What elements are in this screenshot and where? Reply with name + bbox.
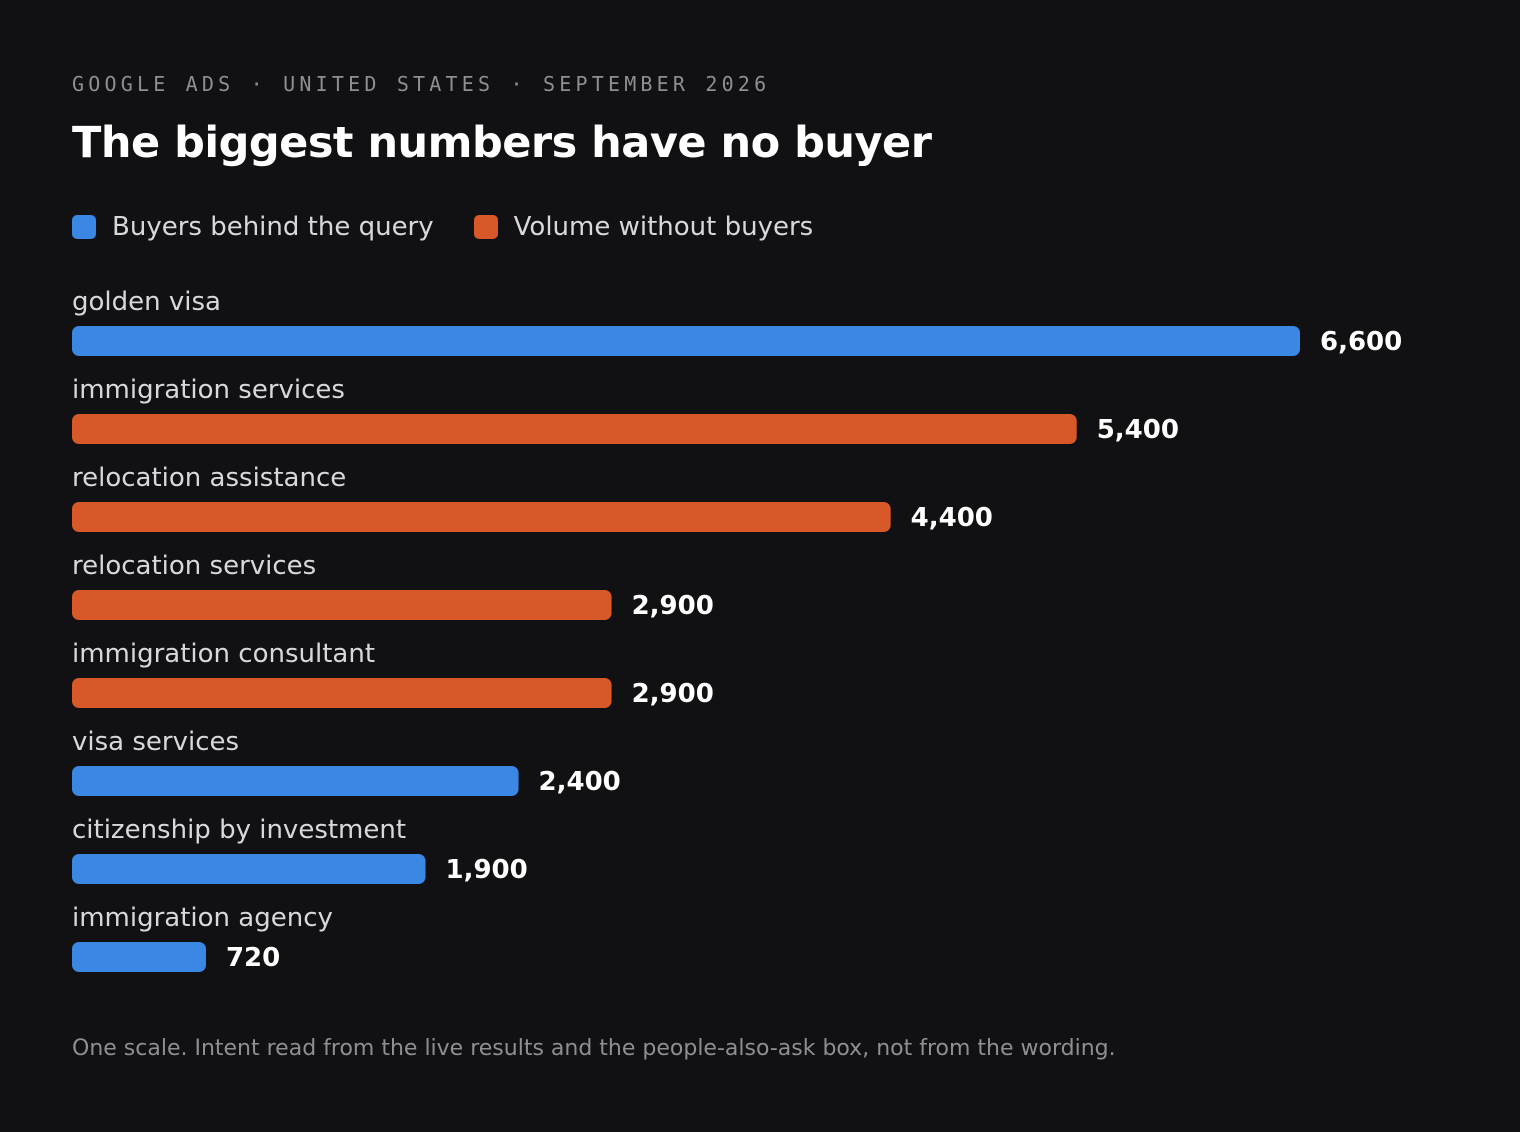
value-label: 6,600 <box>1320 327 1402 357</box>
bar-row: relocation assistance 4,400 <box>72 463 993 533</box>
bar-row: visa services 2,400 <box>72 727 621 797</box>
category-label: relocation services <box>72 551 316 581</box>
category-label: immigration services <box>72 375 345 405</box>
bar <box>72 766 519 796</box>
bar <box>72 502 891 532</box>
bar <box>72 326 1300 356</box>
bar <box>72 414 1077 444</box>
bar-row: immigration consultant 2,900 <box>72 639 714 709</box>
value-label: 2,900 <box>632 679 714 709</box>
bar-row: golden visa 6,600 <box>72 287 1402 357</box>
bar-row: immigration agency 720 <box>72 903 333 973</box>
legend-swatch-no-buyers <box>473 215 498 239</box>
chart-legend: Buyers behind the query Volume without b… <box>72 212 853 242</box>
chart-eyebrow: GOOGLE ADS · UNITED STATES · SEPTEMBER 2… <box>72 72 771 96</box>
bar-row: relocation services 2,900 <box>72 551 714 621</box>
legend-swatch-buyers <box>72 215 96 239</box>
category-label: visa services <box>72 727 239 757</box>
chart-title: The biggest numbers have no buyer <box>72 118 932 168</box>
category-label: golden visa <box>72 287 221 317</box>
category-label: immigration agency <box>72 903 333 933</box>
bar <box>72 942 206 972</box>
value-label: 5,400 <box>1097 415 1179 445</box>
value-label: 4,400 <box>911 503 993 533</box>
legend-item-no-buyers: Volume without buyers <box>473 212 814 242</box>
category-label: relocation assistance <box>72 463 346 493</box>
value-label: 2,900 <box>632 591 714 621</box>
chart-footnote: One scale. Intent read from the live res… <box>72 1036 1116 1061</box>
value-label: 1,900 <box>446 855 528 885</box>
legend-item-buyers: Buyers behind the query <box>72 212 434 242</box>
bar <box>72 590 612 620</box>
legend-label-buyers: Buyers behind the query <box>112 212 434 242</box>
bar <box>72 678 612 708</box>
category-label: immigration consultant <box>72 639 375 669</box>
category-label: citizenship by investment <box>72 815 406 845</box>
bar <box>72 854 426 884</box>
bar-row: citizenship by investment 1,900 <box>72 815 528 885</box>
value-label: 720 <box>226 943 280 973</box>
bar-row: immigration services 5,400 <box>72 375 1179 445</box>
value-label: 2,400 <box>539 767 621 797</box>
legend-label-no-buyers: Volume without buyers <box>513 212 814 242</box>
